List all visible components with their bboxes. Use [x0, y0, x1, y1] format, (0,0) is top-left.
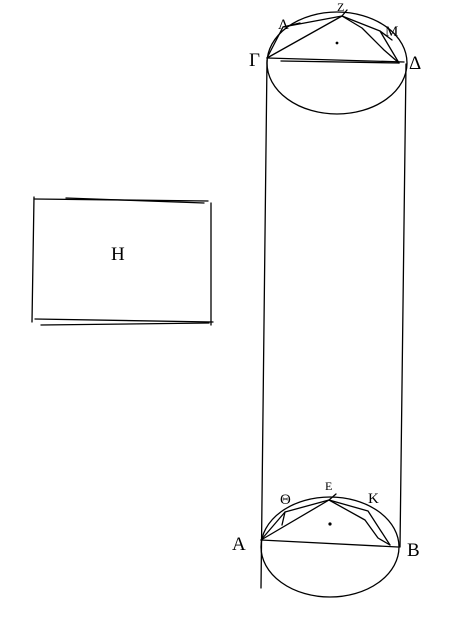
label-h: Η [111, 244, 125, 265]
rect-bottom-edge [34, 318, 214, 323]
lower-polygon-inner [260, 499, 391, 546]
upper-base [266, 9, 408, 115]
upper-circle [266, 11, 408, 115]
lower-center-point [328, 522, 332, 526]
lower-base [260, 493, 400, 598]
lower-chord-alpha-beta [260, 539, 399, 548]
label-beta: Β [407, 540, 420, 561]
lower-polygon-ticks [281, 493, 337, 526]
rect-bottom-edge-overlap [40, 322, 210, 326]
upper-polygon-inner [266, 15, 400, 64]
rect-top-edge-overlap [65, 197, 205, 204]
label-theta: Θ [280, 492, 291, 508]
rect-left-edge [31, 196, 35, 323]
lower-circle [260, 496, 400, 598]
upper-center-point [335, 41, 339, 45]
cylinder-left-side [260, 59, 268, 589]
rectangle-h [31, 196, 214, 326]
label-kappa: Κ [368, 491, 379, 507]
label-gamma: Γ [249, 50, 260, 71]
upper-polygon-ticks [282, 9, 393, 41]
label-zeta: Ζ [337, 0, 344, 14]
label-alpha: Α [232, 534, 246, 555]
label-mu: Μ [385, 24, 398, 40]
cylinder-right-side [399, 63, 407, 548]
label-epsilon: Ε [325, 479, 332, 493]
label-delta: Δ [409, 53, 421, 74]
upper-chord-gamma-delta [266, 57, 405, 63]
upper-chord-inner [280, 60, 400, 64]
label-lambda: Λ [278, 17, 289, 33]
